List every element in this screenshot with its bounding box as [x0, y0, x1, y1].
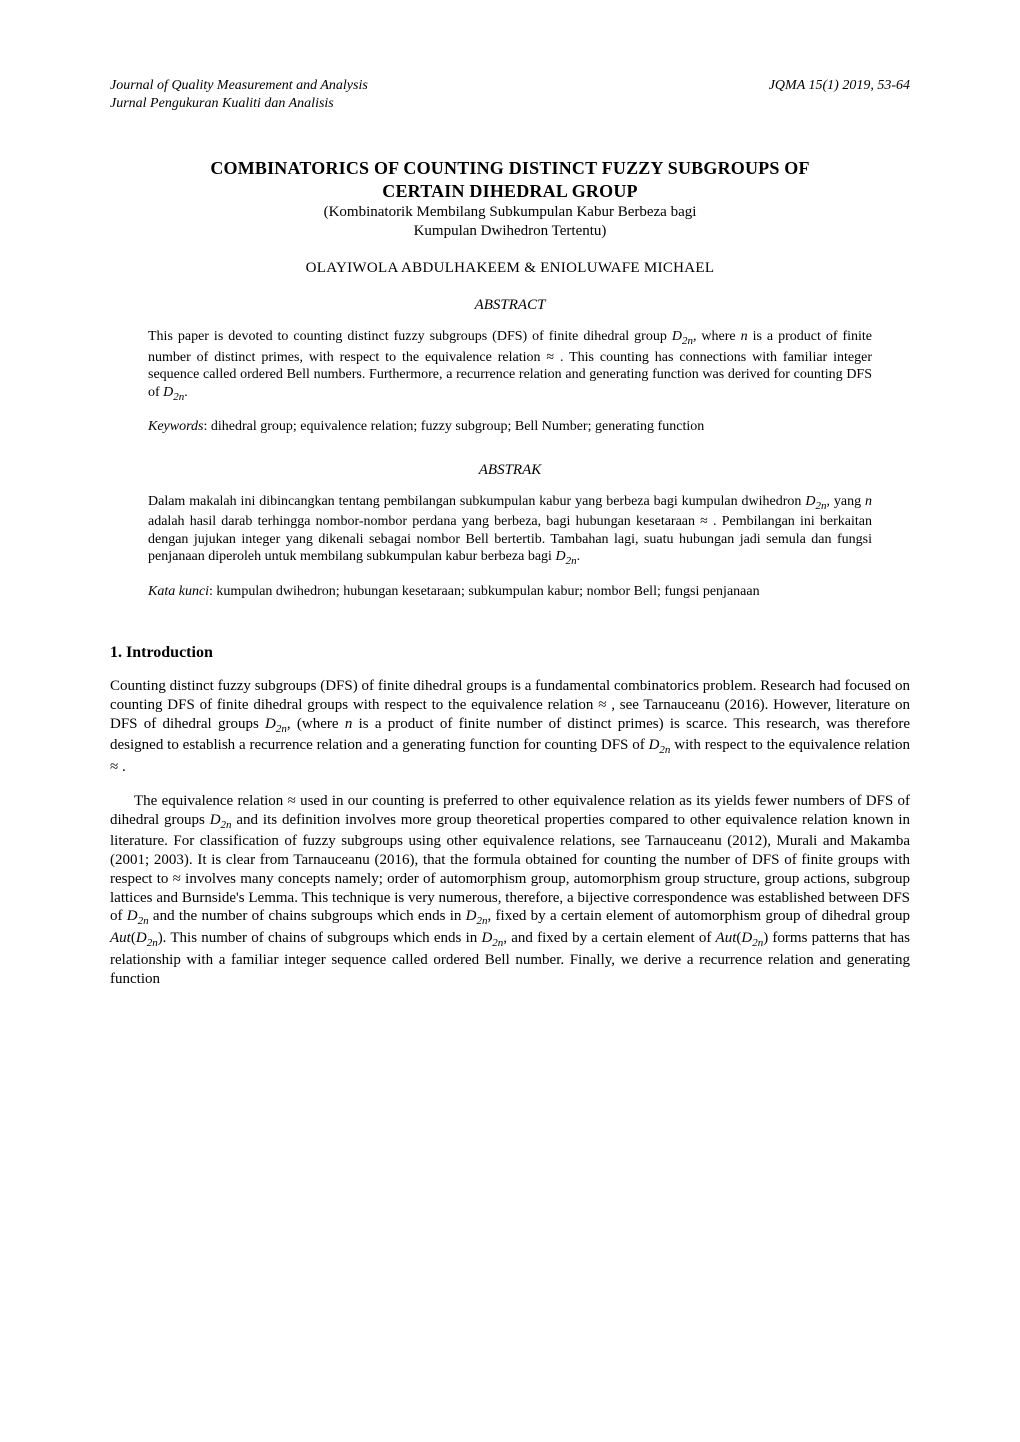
intro-text: , fixed by a certain element of automorp… — [488, 908, 911, 924]
paper-title-line1: COMBINATORICS OF COUNTING DISTINCT FUZZY… — [110, 158, 910, 179]
sym-d2n: D — [136, 930, 147, 946]
sym-aut: Aut — [110, 930, 131, 946]
abstract-ms-heading: ABSTRAK — [110, 462, 910, 479]
sym-d2n-sub: 2n — [492, 937, 503, 949]
sym-d2n-sub: 2n — [173, 390, 184, 402]
intro-text: , (where — [287, 716, 345, 732]
keywords-en: Keywords: dihedral group; equivalence re… — [148, 418, 872, 436]
journal-name-en: Journal of Quality Measurement and Analy… — [110, 78, 368, 94]
sym-d2n-sub: 2n — [659, 744, 670, 756]
abstract-en-text: . — [184, 385, 188, 400]
sym-d2n-sub: 2n — [147, 937, 158, 949]
sym-d2n: D — [210, 812, 221, 828]
sym-d2n: D — [265, 716, 276, 732]
abstract-ms-text: Dalam makalah ini dibincangkan tentang p… — [148, 494, 805, 509]
paper-title-line2: CERTAIN DIHEDRAL GROUP — [110, 181, 910, 202]
abstract-en-heading: ABSTRACT — [110, 297, 910, 314]
intro-para-2: The equivalence relation ≈ used in our c… — [110, 792, 910, 989]
section-1-heading: 1. Introduction — [110, 644, 910, 662]
issue-info: JQMA 15(1) 2019, 53-64 — [769, 78, 910, 94]
sym-d2n: D — [741, 930, 752, 946]
sym-d2n-sub: 2n — [566, 555, 577, 567]
abstract-en-text: , where — [693, 329, 741, 344]
sym-n: n — [741, 329, 748, 344]
sym-aut: Aut — [716, 930, 737, 946]
sym-d2n-sub: 2n — [815, 499, 826, 511]
abstract-ms-text: , yang — [826, 494, 865, 509]
sym-d2n: D — [805, 494, 815, 509]
sym-d2n-sub: 2n — [477, 915, 488, 927]
sym-d2n: D — [555, 549, 565, 564]
abstract-ms-body: Dalam makalah ini dibincangkan tentang p… — [148, 493, 872, 569]
intro-para-1: Counting distinct fuzzy subgroups (DFS) … — [110, 677, 910, 777]
sym-d2n: D — [466, 908, 477, 924]
authors: OLAYIWOLA ABDULHAKEEM & ENIOLUWAFE MICHA… — [110, 260, 910, 277]
abstract-en-body: This paper is devoted to counting distin… — [148, 328, 872, 404]
keywords-en-label: Keywords — [148, 419, 203, 434]
sym-d2n-sub: 2n — [752, 937, 763, 949]
sym-d2n: D — [649, 737, 660, 753]
journal-name-ms: Jurnal Pengukuran Kualiti dan Analisis — [110, 96, 910, 112]
keywords-ms: Kata kunci: kumpulan dwihedron; hubungan… — [148, 583, 872, 601]
abstract-ms-text: . — [577, 549, 581, 564]
page: Journal of Quality Measurement and Analy… — [0, 0, 1020, 1048]
keywords-ms-text: : kumpulan dwihedron; hubungan kesetaraa… — [209, 584, 760, 599]
sym-d2n-sub: 2n — [221, 819, 232, 831]
sym-d2n: D — [127, 908, 138, 924]
sym-n: n — [865, 494, 872, 509]
running-header: Journal of Quality Measurement and Analy… — [110, 78, 910, 94]
sym-d2n: D — [672, 329, 682, 344]
intro-text: and the number of chains subgroups which… — [149, 908, 466, 924]
abstract-en-text: This paper is devoted to counting distin… — [148, 329, 672, 344]
intro-text: , and fixed by a certain element of — [503, 930, 715, 946]
keywords-ms-label: Kata kunci — [148, 584, 209, 599]
sym-d2n-sub: 2n — [276, 723, 287, 735]
intro-text: This number of chains of subgroups which… — [166, 930, 481, 946]
sym-d2n: D — [481, 930, 492, 946]
sym-d2n-sub: 2n — [682, 335, 693, 347]
abstract-ms-text: adalah hasil darab terhingga nombor-nomb… — [148, 514, 872, 564]
sym-d2n: D — [163, 385, 173, 400]
sym-d2n-sub: 2n — [138, 915, 149, 927]
keywords-en-text: : dihedral group; equivalence relation; … — [203, 419, 704, 434]
paper-subtitle-ms-line2: Kumpulan Dwihedron Tertentu) — [110, 223, 910, 240]
paper-subtitle-ms-line1: (Kombinatorik Membilang Subkumpulan Kabu… — [110, 204, 910, 221]
